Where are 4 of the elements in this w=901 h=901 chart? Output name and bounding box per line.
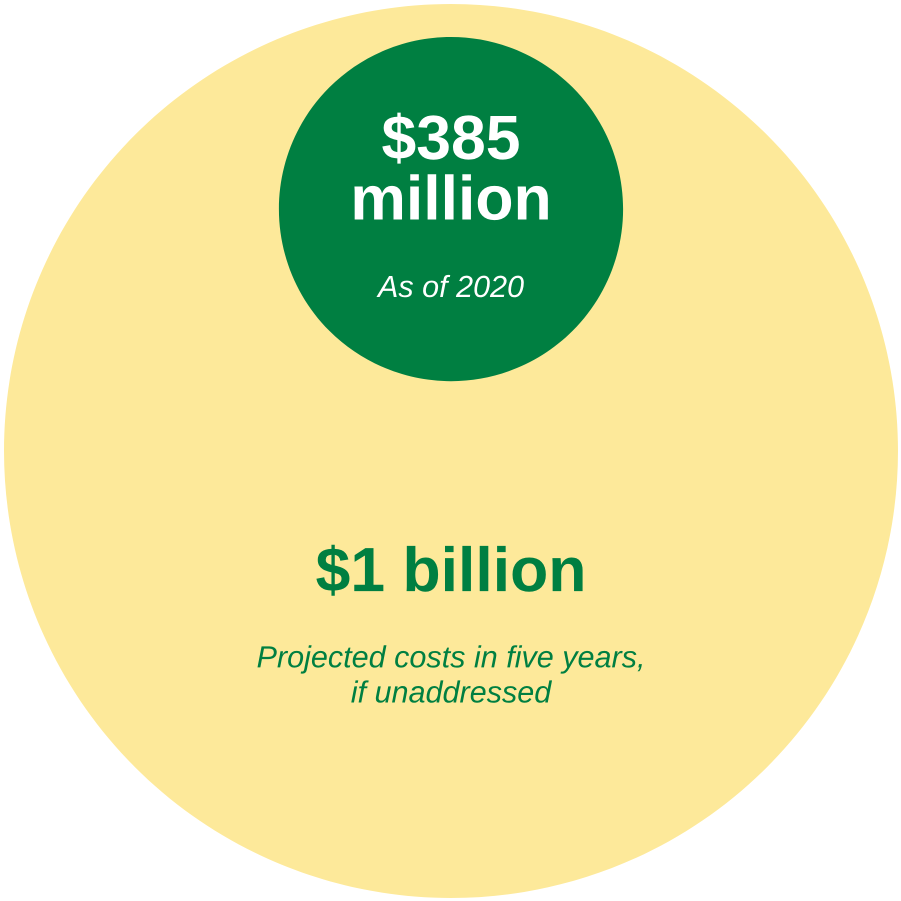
- data-label: $1 billion: [316, 544, 583, 596]
- data-label: $385 million: [354, 112, 548, 220]
- category-label: As of 2020: [376, 274, 524, 298]
- category-label: Projected costs in five years, if unaddressed: [258, 645, 642, 703]
